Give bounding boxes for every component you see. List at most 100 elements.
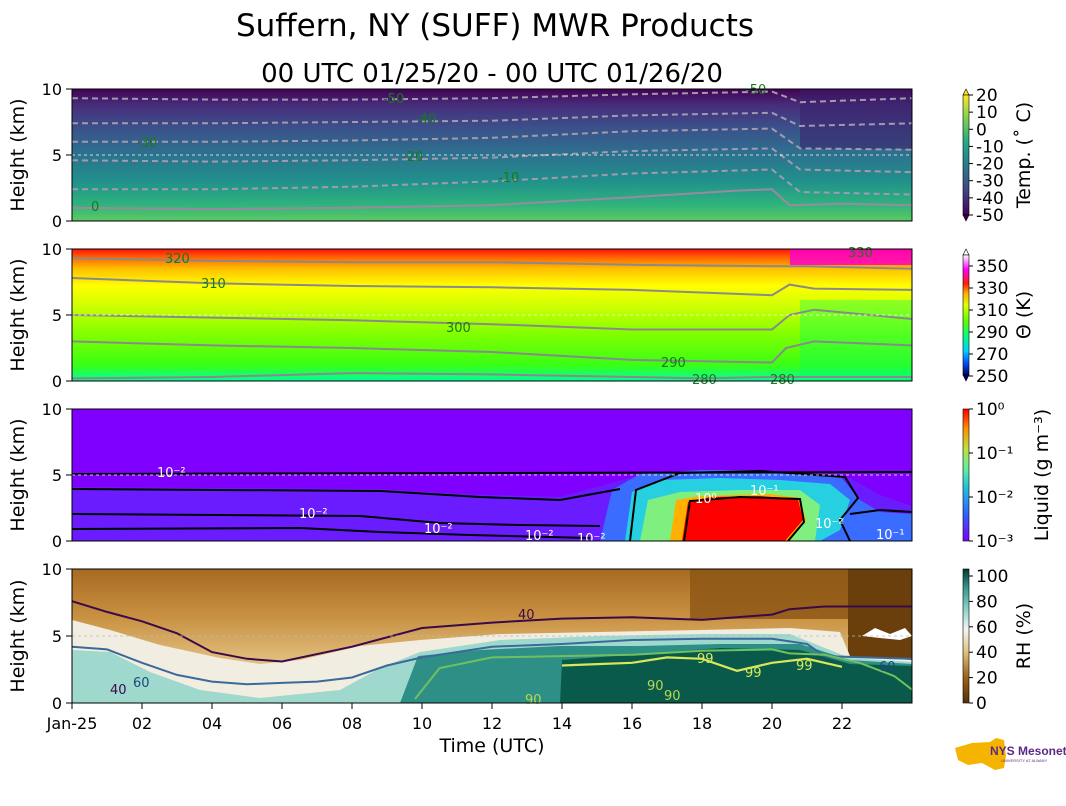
liquid-contour-label: 10⁰ xyxy=(695,492,717,507)
contour-280 xyxy=(72,372,912,380)
x-tick-label: 08 xyxy=(342,714,362,733)
theta-y-axis-label: Height (km) xyxy=(7,258,29,371)
contour-minus10 xyxy=(72,168,912,196)
colorbar-tick-label: 0 xyxy=(976,694,987,714)
rh-contour-label: 90 xyxy=(525,693,542,708)
nys-mesonet-logo: NYS Mesonet UNIVERSITY AT ALBANY xyxy=(955,738,1066,770)
logo-subtext: UNIVERSITY AT ALBANY xyxy=(1001,758,1048,763)
x-tick-label: 06 xyxy=(272,714,292,733)
theta-contour-label: 330 xyxy=(848,246,873,261)
theta-contour-label: 320 xyxy=(165,252,190,267)
liquid-contour-core xyxy=(683,495,806,541)
y-tick-label: 0 xyxy=(52,532,62,551)
theta-panel: 320 310 300 290 280 280 330 10 5 0 Heigh… xyxy=(7,240,913,391)
temperature-contour-label: -30 xyxy=(136,136,157,151)
liquid-colorbar: 10⁰ 10⁻¹ 10⁻² 10⁻³ Liquid (g m⁻³) xyxy=(962,400,1053,552)
contour-60 xyxy=(72,637,912,686)
rh-contour-label: 99 xyxy=(745,666,762,681)
x-axis-label: Time (UTC) xyxy=(438,735,544,757)
temperature-contour-label: 0 xyxy=(91,200,99,215)
y-tick-label: 10 xyxy=(42,560,62,579)
x-tick-label: 12 xyxy=(482,714,502,733)
rh-contour-label: 60 xyxy=(133,676,150,691)
colorbar-tick-label: 10⁻¹ xyxy=(976,444,1013,464)
colorbar-tick-label: 290 xyxy=(976,323,1008,343)
colorbar-tick-label: 100 xyxy=(976,567,1008,587)
y-tick-label: 0 xyxy=(52,372,62,391)
rh-contour-label: 60 xyxy=(879,660,896,675)
colorbar-tick-label: -20 xyxy=(976,155,1004,175)
rh-contour-label: 90 xyxy=(647,679,664,694)
colorbar-tick-label: -50 xyxy=(976,206,1004,226)
colorbar-tick-label: 270 xyxy=(976,345,1008,365)
rh-gap-white xyxy=(862,628,912,640)
colorbar-tick-label: 10⁻² xyxy=(976,488,1013,508)
theta-contour-label: 290 xyxy=(661,356,686,371)
liquid-contour-cloud xyxy=(629,469,860,541)
x-tick-label: 02 xyxy=(132,714,152,733)
liquid-contour-layer xyxy=(72,526,591,539)
y-tick-label: 0 xyxy=(52,694,62,713)
colorbar-tick-label: 80 xyxy=(976,592,998,612)
temperature-panel: -50 -40 -30 -20 -10 0 -50 10 5 0 Height … xyxy=(7,80,913,231)
liquid-contour-label: 10⁻¹ xyxy=(876,528,905,543)
rh-dry-upper-mid xyxy=(690,569,848,619)
rh-contour-label: 99 xyxy=(697,652,714,667)
rh-colorbar: 100 80 60 40 20 0 RH (%) xyxy=(962,567,1035,714)
temperature-contour-label: -50 xyxy=(745,83,766,98)
liquid-contour-label: 10⁻² xyxy=(525,529,554,544)
liquid-cloud-red xyxy=(682,496,803,541)
contour-320 xyxy=(72,257,912,270)
liquid-contour-label: 10⁻² xyxy=(577,532,606,547)
x-tick-label: 22 xyxy=(832,714,852,733)
liquid-contour-label: 10⁻² xyxy=(157,466,186,481)
colorbar-tick-label: 60 xyxy=(976,618,998,638)
x-tick-label: Jan-25 xyxy=(46,714,98,733)
liquid-contour-right xyxy=(849,508,912,515)
liquid-contour-label: 10⁻² xyxy=(815,517,844,532)
liquid-panel: 10⁻² 10⁻² 10⁻² 10⁻² 10⁻² 10⁰ 10⁻¹ 10⁻² 1… xyxy=(7,400,913,551)
x-tick-label: 16 xyxy=(622,714,642,733)
colorbar-tick-label: 20 xyxy=(976,669,998,689)
theta-contour-label: 310 xyxy=(201,277,226,292)
liquid-contour-label: 10⁻² xyxy=(424,522,453,537)
rh-contour-label: 90 xyxy=(664,689,681,704)
contour-0 xyxy=(72,188,912,211)
figure-subtitle: 00 UTC 01/25/20 - 00 UTC 01/26/20 xyxy=(261,59,723,89)
contour-40 xyxy=(72,600,912,663)
rh-contour-label: 40 xyxy=(518,608,535,623)
y-tick-label: 5 xyxy=(52,146,62,165)
y-tick-label: 5 xyxy=(52,306,62,325)
contour-310 xyxy=(72,277,912,297)
colorbar-tick-label: -10 xyxy=(976,137,1004,157)
contour-90 xyxy=(414,648,912,700)
x-tick-label: 20 xyxy=(762,714,782,733)
liquid-colorbar-label: Liquid (g m⁻³) xyxy=(1031,409,1053,541)
liquid-contour-label: 10⁻¹ xyxy=(750,484,779,499)
x-tick-label: 14 xyxy=(552,714,572,733)
colorbar-tick-label: 40 xyxy=(976,643,998,663)
contour-minus30 xyxy=(72,127,912,151)
liquid-y-axis-label: Height (km) xyxy=(7,418,29,531)
rh-colorbar-label: RH (%) xyxy=(1013,603,1035,669)
x-tick-label: 04 xyxy=(202,714,222,733)
rh-contour-label: 40 xyxy=(110,683,127,698)
theta-high-values xyxy=(790,249,912,265)
y-tick-label: 5 xyxy=(52,627,62,646)
temperature-contour-label: -50 xyxy=(383,92,404,107)
contour-99 xyxy=(561,656,843,672)
colorbar-tick-label: -40 xyxy=(976,189,1004,209)
contour-290 xyxy=(72,340,912,364)
theta-cool-surge xyxy=(800,300,912,381)
rh-contour-label: 99 xyxy=(796,659,813,674)
colorbar-tick-label: 0 xyxy=(976,120,987,140)
colorbar-tick-label: 20 xyxy=(976,86,998,106)
x-tick-label: 10 xyxy=(412,714,432,733)
contour-300 xyxy=(72,308,912,331)
temperature-colorbar-label: Temp. (˚ C) xyxy=(1013,102,1035,209)
x-tick-label: 18 xyxy=(692,714,712,733)
contour-minus20 xyxy=(72,147,912,174)
temperature-contour-label: -20 xyxy=(402,150,423,165)
